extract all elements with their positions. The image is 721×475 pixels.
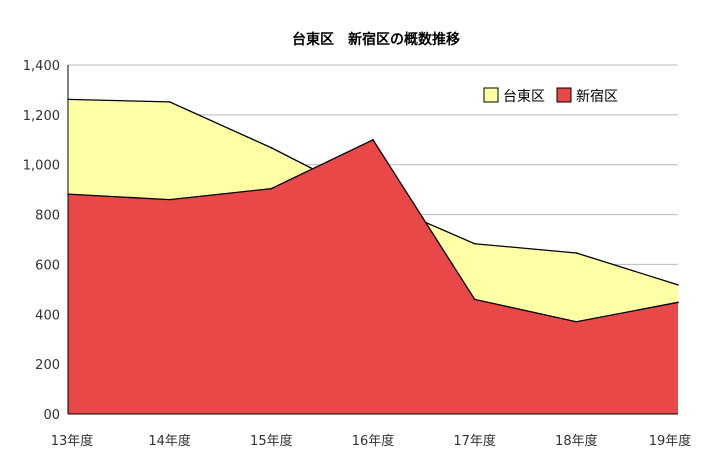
y-tick-label: 1,400 bbox=[23, 59, 60, 74]
legend-label-taito: 台東区 bbox=[503, 89, 545, 105]
legend-label-shinjuku: 新宿区 bbox=[576, 88, 618, 105]
y-tick-label: 00 bbox=[43, 408, 60, 423]
data-point bbox=[575, 320, 578, 323]
x-tick-label: 15年度 bbox=[250, 433, 293, 449]
data-point bbox=[677, 301, 679, 304]
axes: 00 200 400 600 800 1,000 1,200 1,400 13年度 14年度 15年… bbox=[23, 59, 691, 449]
legend-swatch-taito bbox=[483, 87, 499, 103]
plot-area bbox=[67, 98, 679, 415]
data-point bbox=[677, 284, 679, 286]
chart-title: 台東区 新宿区の概数推移 bbox=[292, 31, 460, 48]
x-tick-label: 18年度 bbox=[555, 433, 598, 449]
x-tick-label: 16年度 bbox=[352, 433, 395, 449]
x-tick-label: 17年度 bbox=[453, 433, 496, 449]
data-point bbox=[473, 242, 476, 245]
x-tick-label: 14年度 bbox=[148, 433, 191, 449]
data-point bbox=[575, 252, 578, 254]
data-point bbox=[168, 198, 171, 201]
y-tick-label: 1,000 bbox=[23, 159, 60, 174]
data-point bbox=[270, 146, 273, 149]
series-area-shinjuku bbox=[68, 139, 678, 415]
data-point bbox=[473, 298, 476, 301]
x-tick-label: 19年度 bbox=[649, 433, 692, 449]
y-tick-label: 600 bbox=[35, 258, 60, 273]
data-point bbox=[270, 187, 273, 190]
legend-swatch-shinjuku bbox=[556, 87, 572, 103]
x-tick-label: 13年度 bbox=[51, 433, 94, 449]
y-tick-label: 1,200 bbox=[23, 109, 60, 124]
y-tick-label: 200 bbox=[35, 358, 60, 373]
y-tick-label: 800 bbox=[35, 209, 60, 224]
data-point bbox=[372, 138, 374, 141]
y-tick-label: 400 bbox=[35, 308, 60, 323]
legend: 台東区 新宿区 bbox=[483, 87, 618, 105]
data-point bbox=[168, 101, 171, 103]
